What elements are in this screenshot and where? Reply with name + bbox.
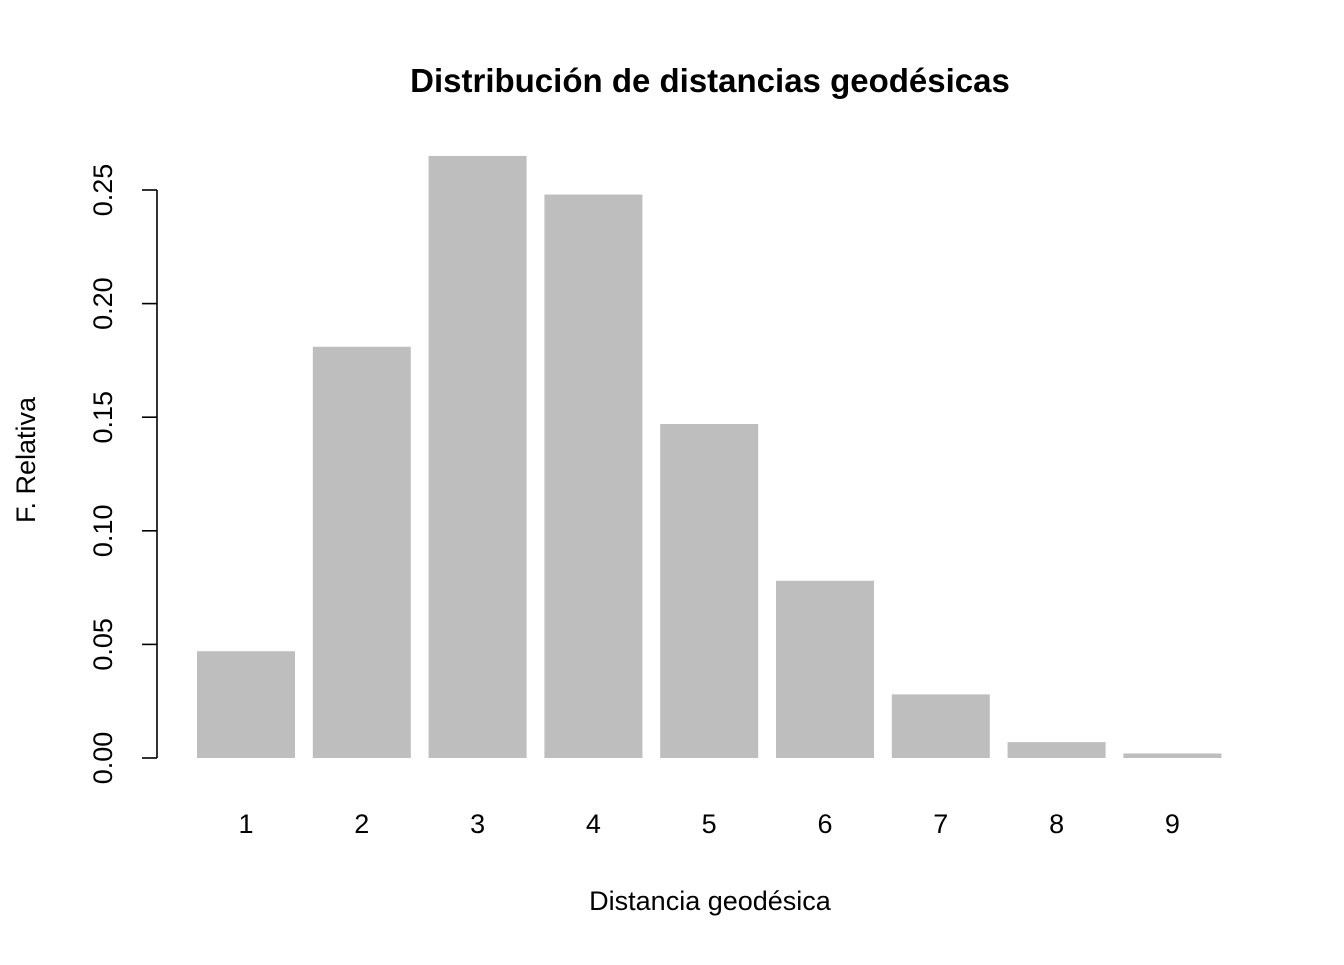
bar [891, 694, 990, 758]
bars-group [197, 155, 1222, 759]
y-tick-label: 0.10 [88, 505, 118, 558]
y-tick-label: 0.20 [88, 277, 118, 330]
x-tick-label: 6 [817, 809, 832, 839]
x-tick-label: 1 [238, 809, 253, 839]
chart-title: Distribución de distancias geodésicas [410, 62, 1010, 99]
x-tick-label: 7 [933, 809, 948, 839]
x-tick-label: 8 [1049, 809, 1064, 839]
bar [544, 194, 643, 758]
y-tick-label: 0.25 [88, 164, 118, 217]
bar [1123, 753, 1222, 758]
bar [776, 580, 874, 758]
bar [660, 424, 759, 758]
x-axis-label: Distancia geodésica [589, 886, 832, 916]
y-axis-label: F. Relativa [11, 396, 41, 523]
y-tick-label: 0.05 [88, 618, 118, 671]
x-tick-label: 3 [470, 809, 485, 839]
bar [1007, 742, 1106, 758]
x-tick-labels: 1 2 3 4 5 6 7 8 9 [238, 809, 1179, 839]
bar [197, 651, 295, 758]
x-tick-label: 2 [354, 809, 369, 839]
y-axis: 0.00 0.05 0.10 0.15 0.20 0.25 [88, 164, 158, 785]
bar [428, 155, 527, 759]
y-tick-label: 0.00 [88, 732, 118, 785]
bar [312, 346, 411, 758]
x-tick-label: 4 [586, 809, 601, 839]
y-tick-label: 0.15 [88, 391, 118, 444]
x-tick-label: 9 [1165, 809, 1180, 839]
x-tick-label: 5 [702, 809, 717, 839]
